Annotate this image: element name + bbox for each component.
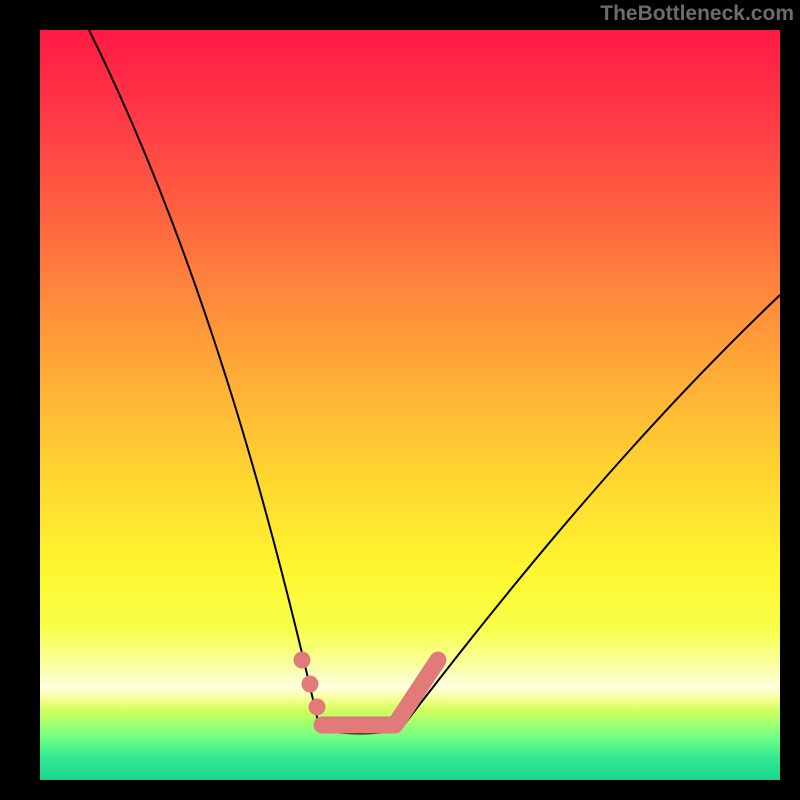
curve-left (89, 30, 320, 730)
chart-root: TheBottleneck.com (0, 0, 800, 800)
marker-dot (309, 699, 326, 716)
curve-right (400, 295, 780, 730)
marker-dot (294, 652, 311, 669)
curve-overlay (0, 0, 800, 800)
marker-right-segment (395, 660, 438, 725)
marker-dot (302, 676, 319, 693)
watermark-text: TheBottleneck.com (600, 2, 794, 26)
